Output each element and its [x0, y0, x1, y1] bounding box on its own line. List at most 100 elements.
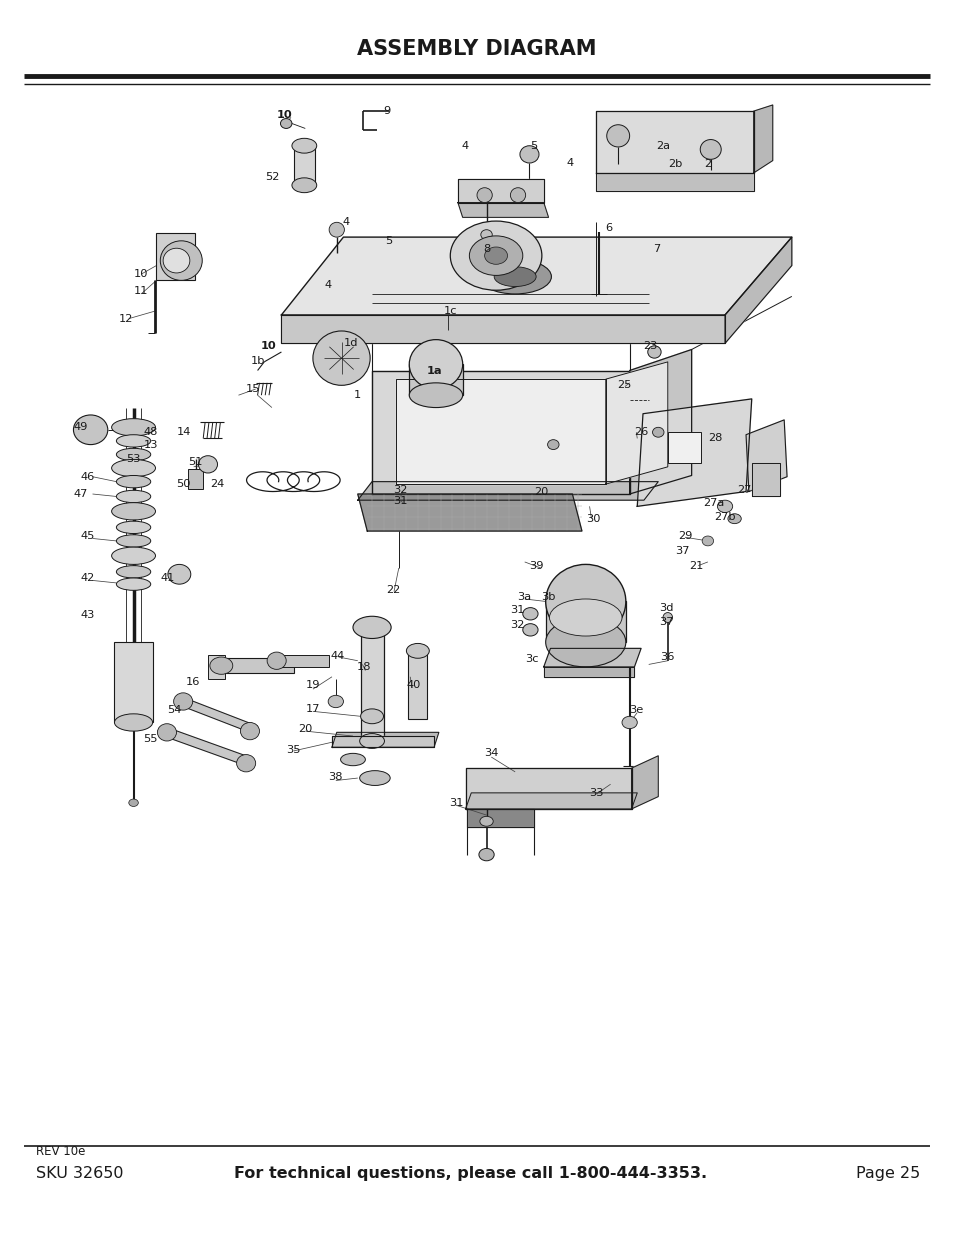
Text: 53: 53 [126, 454, 141, 464]
Ellipse shape [479, 816, 493, 826]
Ellipse shape [280, 119, 292, 128]
Ellipse shape [198, 456, 217, 473]
Text: 51: 51 [188, 457, 203, 467]
Polygon shape [629, 350, 691, 494]
Polygon shape [160, 727, 253, 766]
Ellipse shape [112, 459, 155, 477]
Ellipse shape [547, 440, 558, 450]
Text: For technical questions, please call 1-800-444-3353.: For technical questions, please call 1-8… [233, 1166, 706, 1181]
Ellipse shape [621, 716, 637, 729]
Bar [667, 432, 700, 463]
Ellipse shape [359, 734, 384, 748]
Ellipse shape [329, 222, 344, 237]
Ellipse shape [409, 383, 462, 408]
Text: 44: 44 [331, 651, 344, 661]
Polygon shape [467, 809, 534, 827]
Ellipse shape [236, 755, 255, 772]
Text: 31: 31 [509, 605, 524, 615]
Ellipse shape [701, 536, 713, 546]
Polygon shape [465, 768, 631, 809]
Ellipse shape [116, 490, 151, 503]
Ellipse shape [163, 248, 190, 273]
Polygon shape [596, 111, 753, 173]
Bar [208, 655, 225, 679]
Text: 20: 20 [297, 724, 313, 734]
Ellipse shape [522, 624, 537, 636]
Ellipse shape [116, 578, 151, 590]
Polygon shape [596, 173, 753, 191]
Text: 4: 4 [324, 280, 332, 290]
Text: 41: 41 [160, 573, 175, 583]
Ellipse shape [476, 188, 492, 203]
Polygon shape [332, 732, 438, 747]
Text: 36: 36 [659, 652, 675, 662]
Ellipse shape [545, 564, 625, 638]
Text: 28: 28 [707, 433, 722, 443]
Text: 5: 5 [384, 236, 392, 246]
Text: 35: 35 [286, 745, 301, 755]
Polygon shape [637, 399, 751, 506]
Text: 4: 4 [342, 217, 350, 227]
Polygon shape [543, 667, 634, 677]
Text: 43: 43 [80, 610, 95, 620]
Ellipse shape [478, 848, 494, 861]
Text: 15: 15 [245, 384, 260, 394]
Text: 23: 23 [642, 341, 658, 351]
Text: REV 10e: REV 10e [36, 1145, 86, 1157]
Text: 1: 1 [354, 390, 361, 400]
Text: 52: 52 [264, 172, 279, 182]
Ellipse shape [480, 230, 492, 240]
Polygon shape [357, 494, 581, 531]
Text: Page 25: Page 25 [856, 1166, 920, 1181]
Ellipse shape [469, 236, 522, 275]
Text: 4: 4 [460, 141, 468, 151]
Ellipse shape [116, 535, 151, 547]
Text: 42: 42 [81, 573, 94, 583]
Text: 5: 5 [530, 141, 537, 151]
Ellipse shape [484, 247, 507, 264]
Text: 54: 54 [167, 705, 182, 715]
Text: 27: 27 [736, 485, 751, 495]
Text: 10: 10 [276, 110, 292, 120]
Ellipse shape [494, 267, 536, 287]
Text: 3b: 3b [540, 592, 556, 601]
Polygon shape [457, 179, 543, 203]
Polygon shape [631, 756, 658, 809]
Text: 2b: 2b [667, 159, 682, 169]
Text: 6: 6 [604, 224, 612, 233]
Text: 21: 21 [688, 561, 703, 571]
Text: 26: 26 [634, 427, 647, 437]
Ellipse shape [359, 622, 384, 637]
Polygon shape [543, 648, 640, 667]
Ellipse shape [292, 178, 316, 193]
Polygon shape [176, 698, 257, 732]
Text: ASSEMBLY DIAGRAM: ASSEMBLY DIAGRAM [356, 40, 597, 59]
Text: 3c: 3c [525, 655, 538, 664]
Text: 1d: 1d [343, 338, 358, 348]
Ellipse shape [168, 564, 191, 584]
Text: 13: 13 [143, 440, 158, 450]
Ellipse shape [240, 722, 259, 740]
Text: 3a: 3a [517, 592, 531, 601]
Ellipse shape [510, 188, 525, 203]
Ellipse shape [606, 125, 629, 147]
Ellipse shape [409, 340, 462, 389]
Text: 40: 40 [406, 680, 421, 690]
Ellipse shape [116, 475, 151, 488]
Ellipse shape [129, 799, 138, 806]
Ellipse shape [727, 514, 740, 524]
Bar [156, 233, 194, 280]
Text: 37: 37 [674, 546, 689, 556]
Ellipse shape [478, 259, 551, 294]
Polygon shape [281, 315, 724, 343]
Ellipse shape [116, 435, 151, 447]
Polygon shape [395, 379, 605, 484]
Bar [188, 469, 203, 489]
Text: 39: 39 [528, 561, 543, 571]
Text: 7: 7 [652, 245, 659, 254]
Ellipse shape [360, 709, 383, 724]
Text: 33: 33 [588, 788, 603, 798]
Bar [360, 630, 383, 741]
Ellipse shape [112, 503, 155, 520]
Ellipse shape [662, 613, 672, 622]
